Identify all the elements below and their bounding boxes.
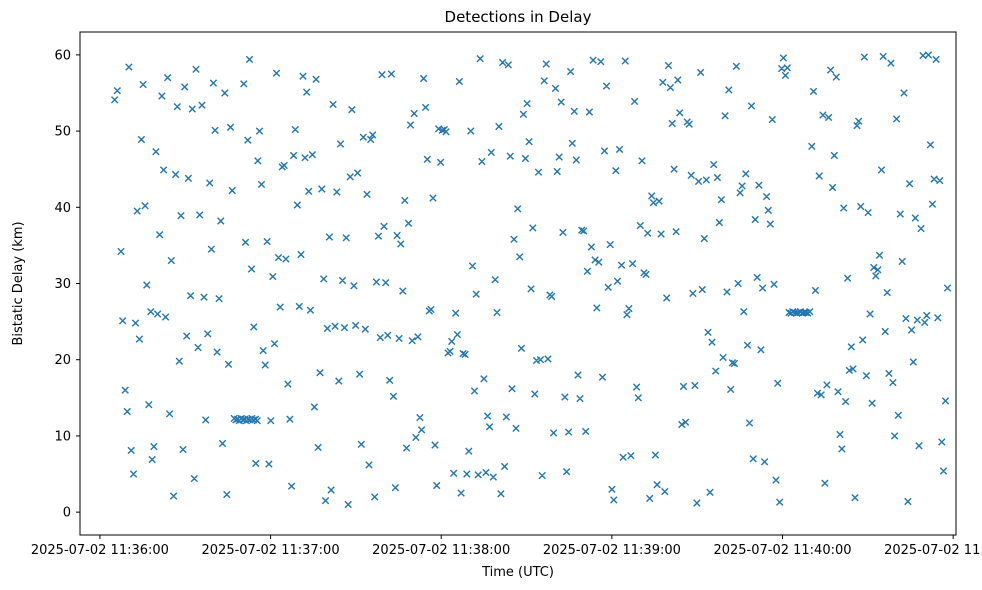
x-tick-label: 2025-07-02 11:36:00 <box>31 543 169 558</box>
y-tick-label: 10 <box>54 429 71 444</box>
y-tick-label: 50 <box>54 125 71 140</box>
x-axis-label: Time (UTC) <box>481 565 554 580</box>
y-tick-label: 40 <box>54 201 71 216</box>
y-tick-label: 0 <box>63 506 71 521</box>
y-tick-label: 20 <box>54 353 71 368</box>
x-tick-label: 2025-07-02 11:37:00 <box>202 543 340 558</box>
x-tick-label: 2025-07-02 11:39:00 <box>543 543 681 558</box>
y-tick-label: 30 <box>54 277 71 292</box>
y-tick-label: 60 <box>54 48 71 63</box>
y-axis-label: Bistatic Delay (km) <box>11 221 26 345</box>
x-tick-label: 2025-07-02 11:38:00 <box>372 543 510 558</box>
chart-title: Detections in Delay <box>445 8 592 26</box>
scatter-markers <box>111 51 952 509</box>
x-tick-label: 2025-07-02 11:40:00 <box>713 543 851 558</box>
x-tick-label: 2025-07-02 11:41:00 <box>884 543 982 558</box>
axes-frame <box>79 31 957 536</box>
